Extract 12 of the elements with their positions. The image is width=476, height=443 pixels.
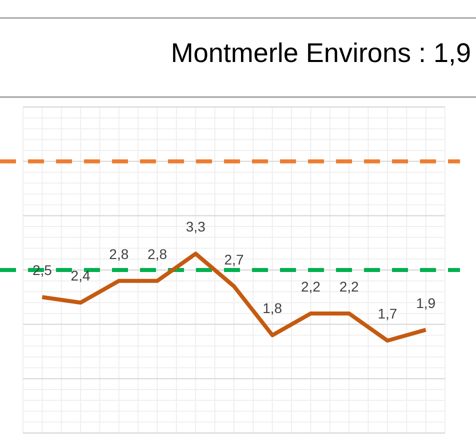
data-label: 1,8 <box>262 300 282 316</box>
data-label: 3,3 <box>186 218 206 235</box>
data-label: 2,2 <box>300 278 321 294</box>
data-label: 2,8 <box>148 246 168 262</box>
data-label: 2,2 <box>339 278 360 294</box>
data-label: 2,7 <box>224 251 244 268</box>
data-label: 2,8 <box>109 246 129 262</box>
data-label: 2,4 <box>70 268 90 284</box>
data-label: 2,5 <box>32 262 52 278</box>
chart-title: Montmerle Environs : 1,9 <box>170 38 471 68</box>
data-label: 1,7 <box>378 306 398 322</box>
data-label: 1,9 <box>416 294 436 311</box>
